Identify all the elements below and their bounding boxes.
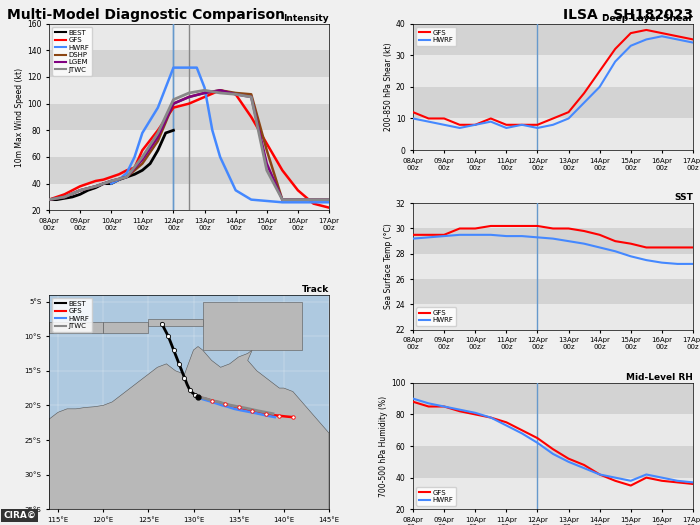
Legend: BEST, GFS, HWRF, DSHP, LGEM, JTWC: BEST, GFS, HWRF, DSHP, LGEM, JTWC bbox=[52, 27, 92, 76]
Polygon shape bbox=[49, 322, 103, 333]
Polygon shape bbox=[103, 322, 148, 333]
Polygon shape bbox=[148, 319, 202, 326]
Legend: GFS, HWRF: GFS, HWRF bbox=[416, 307, 456, 326]
Polygon shape bbox=[202, 301, 302, 350]
Bar bbox=[413, 203, 693, 228]
Y-axis label: 200-850 hPa Shear (kt): 200-850 hPa Shear (kt) bbox=[384, 43, 393, 131]
Text: Multi-Model Diagnostic Comparison: Multi-Model Diagnostic Comparison bbox=[7, 8, 285, 22]
Polygon shape bbox=[49, 346, 329, 509]
Bar bbox=[413, 119, 693, 150]
Bar bbox=[49, 77, 329, 103]
Legend: GFS, HWRF: GFS, HWRF bbox=[416, 27, 456, 46]
Y-axis label: 700-500 hPa Humidity (%): 700-500 hPa Humidity (%) bbox=[379, 395, 388, 497]
Legend: GFS, HWRF: GFS, HWRF bbox=[416, 487, 456, 506]
Bar bbox=[49, 24, 329, 50]
Y-axis label: 10m Max Wind Speed (kt): 10m Max Wind Speed (kt) bbox=[15, 67, 24, 166]
Bar bbox=[413, 478, 693, 509]
Legend: BEST, GFS, HWRF, JTWC: BEST, GFS, HWRF, JTWC bbox=[52, 298, 92, 332]
Bar bbox=[49, 130, 329, 157]
Bar bbox=[413, 304, 693, 330]
Text: Mid-Level RH: Mid-Level RH bbox=[626, 373, 693, 382]
Text: ILSA - SH182023: ILSA - SH182023 bbox=[563, 8, 693, 22]
Y-axis label: Sea Surface Temp (°C): Sea Surface Temp (°C) bbox=[384, 224, 393, 309]
Bar bbox=[413, 414, 693, 446]
Bar bbox=[413, 254, 693, 279]
Bar bbox=[413, 55, 693, 87]
Text: Intensity: Intensity bbox=[284, 14, 329, 23]
Text: Track: Track bbox=[302, 285, 329, 294]
Text: SST: SST bbox=[674, 193, 693, 203]
Bar bbox=[49, 184, 329, 211]
Text: CIRA©: CIRA© bbox=[4, 511, 36, 520]
Text: Deep-Layer Shear: Deep-Layer Shear bbox=[602, 14, 693, 23]
